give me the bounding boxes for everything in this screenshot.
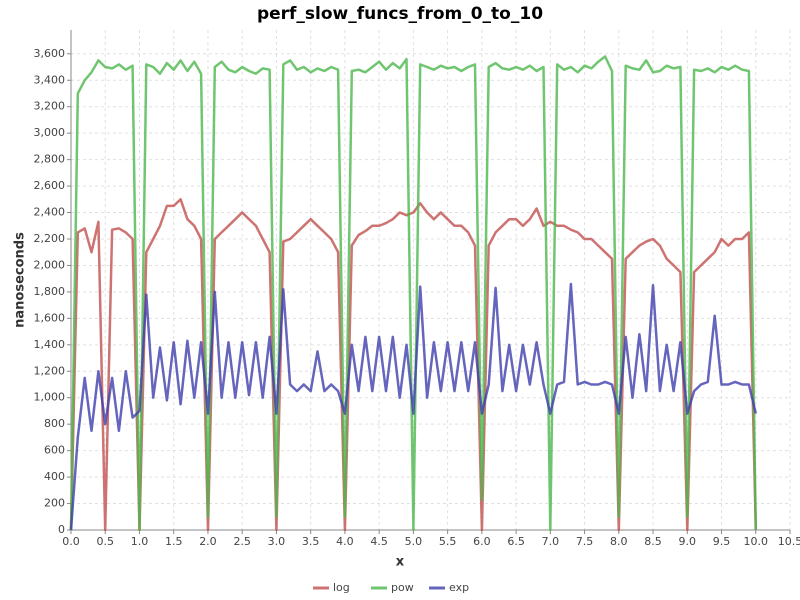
y-tick-label: 0 — [58, 523, 65, 536]
x-tick-label: 7.5 — [576, 535, 594, 548]
x-tick-label: 6.0 — [473, 535, 491, 548]
x-tick-label: 10.5 — [778, 535, 800, 548]
x-tick-label: 5.5 — [439, 535, 457, 548]
legend-label: pow — [391, 581, 414, 594]
y-tick-label: 3,400 — [34, 73, 66, 86]
x-tick-label: 8.0 — [610, 535, 628, 548]
y-tick-label: 2,600 — [34, 179, 66, 192]
y-tick-label: 1,800 — [34, 285, 66, 298]
y-tick-label: 1,200 — [34, 364, 66, 377]
y-tick-label: 2,800 — [34, 153, 66, 166]
x-tick-label: 2.5 — [233, 535, 251, 548]
y-tick-label: 600 — [44, 444, 65, 457]
x-tick-label: 7.0 — [542, 535, 560, 548]
y-tick-label: 2,000 — [34, 258, 66, 271]
x-tick-label: 3.5 — [302, 535, 320, 548]
x-tick-label: 4.5 — [370, 535, 388, 548]
x-axis-label: x — [396, 555, 405, 570]
y-tick-label: 1,000 — [34, 391, 66, 404]
series-line — [69, 55, 758, 532]
y-tick-label: 2,400 — [34, 206, 66, 219]
x-tick-label: 3.0 — [268, 535, 286, 548]
x-tick-label: 6.5 — [507, 535, 525, 548]
x-tick-label: 1.5 — [165, 535, 183, 548]
y-tick-label: 1,400 — [34, 338, 66, 351]
x-tick-label: 0.5 — [96, 535, 114, 548]
x-tick-label: 5.0 — [405, 535, 423, 548]
y-axis-label: nanoseconds — [13, 232, 28, 328]
y-tick-label: 3,600 — [34, 47, 66, 60]
x-tick-label: 9.0 — [679, 535, 697, 548]
x-tick-label: 8.5 — [644, 535, 662, 548]
y-tick-label: 800 — [44, 417, 65, 430]
y-tick-label: 2,200 — [34, 232, 66, 245]
x-tick-label: 9.5 — [713, 535, 731, 548]
chart-title: perf_slow_funcs_from_0_to_10 — [257, 4, 543, 24]
y-tick-label: 400 — [44, 470, 65, 483]
x-tick-label: 0.0 — [62, 535, 80, 548]
x-tick-label: 10.0 — [744, 535, 769, 548]
x-tick-label: 4.0 — [336, 535, 354, 548]
series-line — [69, 198, 758, 532]
y-tick-label: 3,200 — [34, 100, 66, 113]
legend-label: log — [333, 581, 350, 594]
y-tick-label: 200 — [44, 497, 65, 510]
legend-label: exp — [449, 581, 469, 594]
x-tick-label: 1.0 — [131, 535, 149, 548]
series-line — [69, 282, 758, 531]
y-tick-label: 3,000 — [34, 126, 66, 139]
x-tick-label: 2.0 — [199, 535, 217, 548]
y-tick-label: 1,600 — [34, 311, 66, 324]
